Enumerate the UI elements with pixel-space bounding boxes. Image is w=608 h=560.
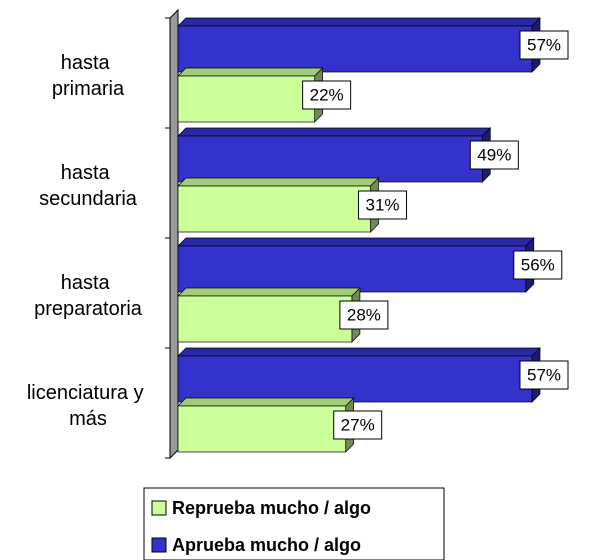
value-label-box [513,250,563,280]
y-tick-label: hasta secundaria [39,162,138,210]
bar [177,127,492,183]
axis-wall [169,8,179,460]
value-label-box [339,300,389,330]
value-label: 27% [341,415,375,434]
value-label-box [469,140,519,170]
bar [177,287,361,343]
bar-top [177,177,380,187]
value-label-box [519,30,569,60]
value-label: 49% [477,145,511,164]
bar [177,67,324,123]
y-tick-label: licenciatura y más [27,382,149,430]
value-label: 28% [347,305,381,324]
bar-face [177,405,347,453]
bar-face [177,185,371,233]
value-label: 57% [527,365,561,384]
bar [177,397,355,453]
bar [177,347,541,403]
bar [177,237,535,293]
value-label-box [302,80,352,110]
bar-top [177,67,324,77]
bar-face [177,245,527,293]
value-label: 22% [310,85,344,104]
y-tick-label: hasta preparatoria [34,272,143,320]
bar-top [177,237,535,247]
value-label: 57% [527,35,561,54]
value-label: 31% [366,195,400,214]
legend-label: Aprueba mucho / algo [172,535,361,555]
value-label-box [358,190,408,220]
bar-top [177,397,355,407]
bar [177,177,380,233]
y-tick-label: hasta primaria [52,52,125,100]
bar-face [177,75,315,123]
legend-swatch [151,500,167,516]
bar-face [177,25,533,73]
value-label-box [519,360,569,390]
value-label: 56% [521,255,555,274]
bar-face [177,135,483,183]
bar [177,17,541,73]
bar-face [177,355,533,403]
legend-label: Reprueba mucho / algo [172,498,371,518]
bar-face [177,295,353,343]
bar-top [177,347,541,357]
bar-top [177,287,361,297]
value-label-box [333,410,383,440]
legend-box [143,487,445,560]
legend-swatch [151,537,167,553]
bar-top [177,17,541,27]
bar-top [177,127,492,137]
